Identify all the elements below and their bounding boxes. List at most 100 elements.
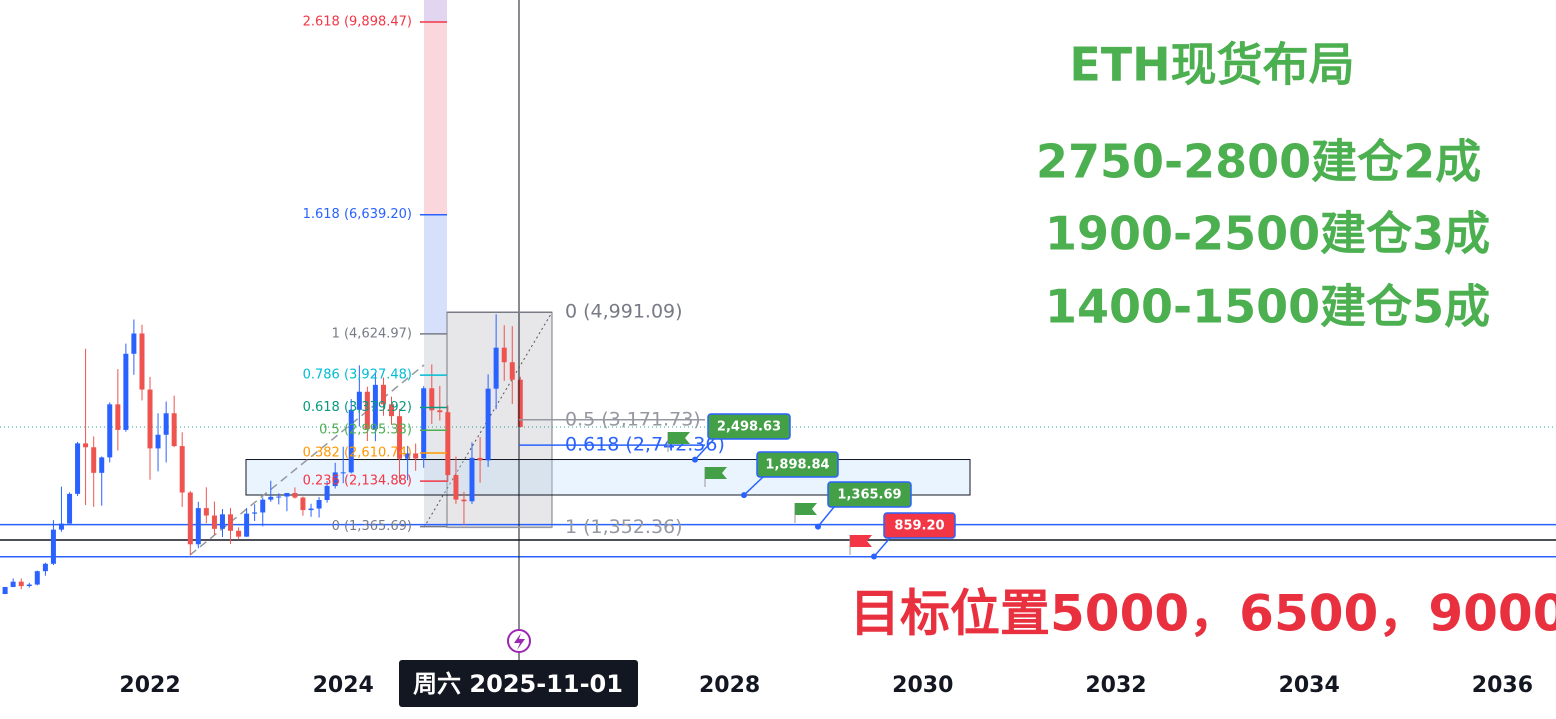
candle-body (429, 388, 435, 411)
fib-label: 1 (1,352.36) (565, 516, 683, 538)
annotation-line: 1400-1500建仓5成 (1045, 280, 1490, 334)
candle-body (34, 571, 40, 585)
candle-body (324, 486, 330, 501)
candles (2, 314, 523, 595)
candle-body (477, 457, 483, 461)
fib-label: 1 (4,624.97) (332, 326, 412, 341)
candle-body (179, 446, 185, 493)
fib-label: 0.786 (3,927.48) (303, 368, 412, 383)
candle-body (284, 492, 290, 497)
candle-body (50, 529, 56, 564)
flag (668, 432, 690, 444)
candle-body (372, 384, 378, 430)
tag-leader (743, 476, 764, 496)
fib-band (424, 21, 447, 215)
candle-body (131, 333, 137, 354)
candle-body (445, 412, 451, 476)
candle-body (219, 514, 225, 529)
tag-label: 1,365.69 (837, 488, 901, 503)
candle-body (469, 457, 475, 502)
fib-label: 0.5 (2,995.33) (319, 423, 412, 438)
flag (795, 503, 817, 515)
candle-body (437, 410, 443, 413)
candle-body (244, 513, 250, 537)
fib-label: 2.618 (9,898.47) (303, 14, 412, 29)
candle-body (107, 404, 113, 458)
fib-label: 0 (1,365.69) (332, 519, 412, 534)
annotation-target: 目标位置5000，6500，9000. (850, 585, 1556, 643)
candle-body (227, 514, 233, 531)
candle-body (348, 409, 354, 473)
tag-box (707, 413, 791, 440)
candle-body (58, 523, 64, 530)
candle-body (171, 413, 177, 447)
candle-body (493, 347, 499, 389)
candle-body (123, 353, 129, 430)
candle-body (356, 391, 362, 410)
candle-body (236, 530, 242, 537)
tag-leader (694, 438, 715, 461)
candle-body (308, 508, 314, 511)
fib-label: 0.382 (2,610.74) (303, 445, 412, 460)
candle-body (195, 508, 201, 545)
event-icon-bolt (514, 633, 525, 650)
candle-body (18, 581, 24, 587)
x-tick-label: 2022 (119, 673, 180, 698)
x-tick-label: 2036 (1472, 673, 1533, 698)
candle-body (517, 379, 523, 427)
candle-body (421, 388, 427, 459)
candle-body (91, 447, 97, 473)
candle-body (115, 404, 121, 430)
candle-body (10, 581, 16, 587)
x-tick-label: 2030 (892, 673, 953, 698)
tag-label: 1,898.84 (765, 458, 829, 473)
x-tick-label: 2028 (699, 673, 760, 698)
candle-body (413, 453, 419, 459)
tag-point (741, 492, 747, 499)
fib-label: 0.236 (2,134.88) (303, 474, 412, 489)
candle-body (300, 497, 306, 511)
candle-body (397, 416, 403, 459)
candle-body (485, 388, 491, 461)
candle-body (75, 443, 81, 494)
flag (850, 535, 872, 547)
candle-body (99, 457, 105, 473)
candle-body (252, 512, 258, 514)
crosshair-label: 周六 2025-11-01 (413, 670, 623, 698)
candle-body (147, 389, 153, 449)
tag-label: 2,498.63 (717, 420, 781, 435)
x-tick-label: 2024 (313, 673, 374, 698)
tag-box (827, 481, 912, 508)
candle-body (316, 500, 322, 509)
tag-leader (873, 537, 891, 558)
candle-body (380, 384, 386, 405)
candle-body (67, 493, 73, 524)
candle-body (389, 404, 395, 417)
candle-body (268, 496, 274, 500)
candle-body (211, 515, 217, 529)
tag-point (692, 456, 698, 463)
candle-body (453, 475, 459, 500)
tag-label: 859.20 (894, 519, 944, 534)
candle-body (501, 347, 507, 363)
tag-box (756, 451, 839, 478)
fib-label: 0.5 (3,171.73) (565, 408, 701, 430)
candle-body (139, 333, 145, 390)
candle-body (276, 496, 282, 498)
candle-body (83, 443, 89, 448)
tag-point (815, 523, 821, 530)
candle-body (2, 586, 8, 594)
crosshair-label-box (399, 660, 638, 707)
candle-body (509, 362, 515, 380)
candle-body (187, 492, 193, 545)
candle-body (292, 492, 298, 498)
candle-body (260, 499, 266, 513)
fib-label: 0.618 (3,379.92) (303, 400, 412, 415)
tag-box (883, 512, 956, 539)
annotation-line: 2750-2800建仓2成 (1036, 135, 1481, 189)
fib-label: 0 (4,991.09) (565, 301, 683, 323)
candle-body (155, 434, 161, 449)
flag (705, 467, 727, 479)
